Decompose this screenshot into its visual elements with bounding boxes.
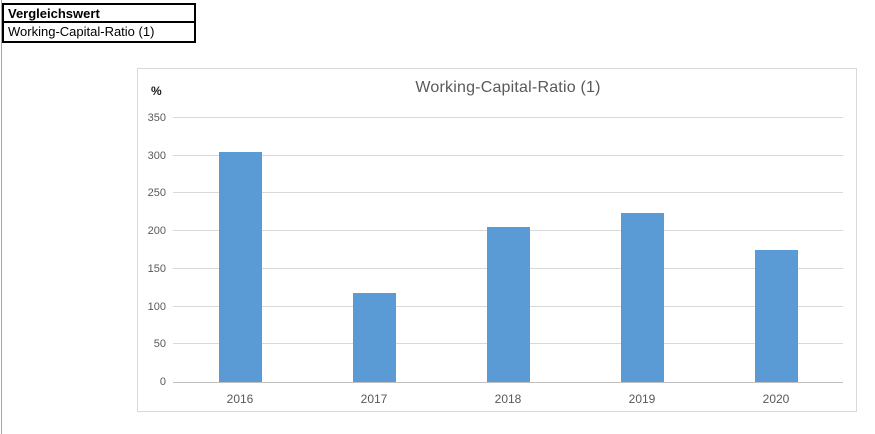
x-tick-label: 2016 (226, 392, 254, 406)
y-axis-unit-label: % (151, 84, 162, 98)
y-tick-label: 200 (147, 225, 166, 238)
x-tick-label: 2019 (628, 392, 656, 406)
table-header-cell[interactable]: Vergleichswert (4, 5, 194, 23)
plot-area: 0 50 100 150 200 250 300 350 2016 2017 2018 2019 202… (148, 112, 843, 406)
x-tick-label: 2017 (360, 392, 388, 406)
y-tick-label: 100 (147, 300, 166, 313)
y-tick-label: 0 (159, 376, 166, 388)
y-tick-label: 50 (153, 338, 166, 351)
comparison-table: Vergleichswert Working-Capital-Ratio (1) (2, 3, 196, 43)
table-value-cell[interactable]: Working-Capital-Ratio (1) (8, 24, 155, 39)
bar-2016[interactable] (218, 151, 262, 382)
gridline (173, 154, 843, 156)
worksheet-gridline (1, 0, 2, 434)
y-tick-label: 250 (147, 187, 166, 200)
gridline (173, 192, 843, 194)
y-tick-label: 150 (147, 262, 166, 275)
bar-2018[interactable] (486, 227, 530, 382)
bar-2017[interactable] (352, 292, 396, 382)
chart-title: Working-Capital-Ratio (1) (415, 79, 601, 96)
chart-container[interactable]: Working-Capital-Ratio (1) % 0 50 100 150 200… (137, 68, 857, 412)
x-tick-label: 2018 (494, 392, 522, 406)
y-tick-label: 300 (147, 149, 166, 162)
bar-2019[interactable] (620, 213, 664, 382)
y-tick-label: 350 (147, 112, 166, 124)
x-tick-label: 2020 (762, 392, 790, 406)
gridline (173, 117, 843, 118)
bar-2020[interactable] (754, 250, 798, 382)
x-axis-line (173, 382, 843, 383)
